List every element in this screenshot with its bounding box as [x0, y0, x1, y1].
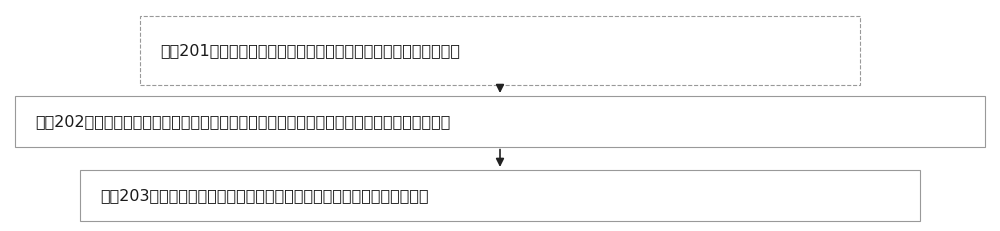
Text: 步骤201：实时检测电荷泵电路的输出电压与输入电压之间的差値。: 步骤201：实时检测电荷泵电路的输出电压与输入电压之间的差値。: [160, 43, 460, 58]
Text: 步骤202：比较当前输出电压与输入电压之间的差値、预定的差値期望値，输出误差放大信号。: 步骤202：比较当前输出电压与输入电压之间的差値、预定的差値期望値，输出误差放大…: [35, 114, 450, 129]
FancyBboxPatch shape: [140, 16, 860, 85]
Text: 步骤203：根据误差放大信号，生成用于控制电荷泵电路的控制电压信号。: 步骤203：根据误差放大信号，生成用于控制电荷泵电路的控制电压信号。: [100, 188, 429, 203]
FancyBboxPatch shape: [15, 96, 985, 147]
FancyBboxPatch shape: [80, 170, 920, 221]
